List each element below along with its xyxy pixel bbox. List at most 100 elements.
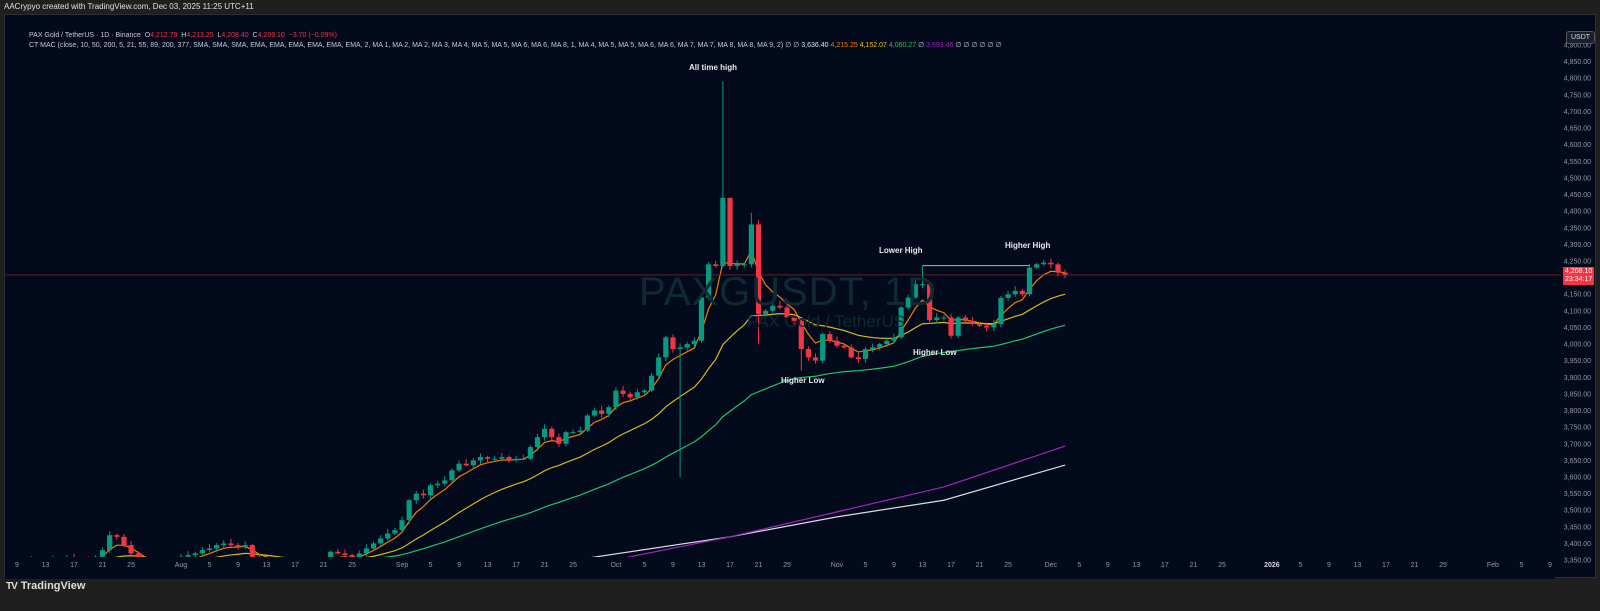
watermark-name: PAX Gold / TetherUS	[747, 312, 906, 331]
price-chart[interactable]: 3,350.00 3,400.00 3,450.00 3,500.00 3,550.00…	[5, 15, 1597, 579]
candle-down	[420, 493, 427, 496]
time-tick-label: 21	[320, 562, 328, 569]
candle-down	[506, 457, 512, 461]
annotation-higher-high: Higher High	[1005, 241, 1051, 250]
price-tick-label: 4,650.00	[1564, 126, 1591, 133]
low-label: L	[217, 32, 222, 39]
time-tick-label: 5	[208, 562, 212, 569]
time-tick-label: 13	[1133, 562, 1141, 569]
time-tick-label: Oct	[610, 562, 621, 569]
price-tick-label: 3,850.00	[1564, 391, 1591, 398]
candle-down	[827, 334, 833, 341]
price-tick-label: 3,900.00	[1564, 375, 1591, 382]
annotation-higher-low-1: Higher Low	[781, 376, 825, 385]
time-tick-label: 17	[291, 562, 299, 569]
price-tick-label: 4,250.00	[1564, 258, 1591, 265]
candle-down	[727, 197, 733, 266]
candle-up	[613, 390, 619, 408]
watermark-symbol: PAXGUSDT, 1D	[639, 270, 937, 314]
time-tick-label: 21	[976, 562, 984, 569]
ma-white-value: 3,636.40	[801, 42, 829, 49]
candle-up	[456, 463, 462, 471]
candle-up	[634, 392, 640, 398]
empty-values: ∅ ∅ ∅ ∅ ∅ ∅	[955, 42, 1002, 49]
price-tick-label: 4,750.00	[1564, 92, 1591, 99]
currency-button[interactable]: USDT	[1566, 31, 1596, 44]
candle-up	[884, 340, 890, 345]
chart-panel[interactable]: 3,350.00 3,400.00 3,450.00 3,500.00 3,550.00…	[4, 14, 1597, 579]
time-tick-label: 25	[348, 562, 356, 569]
time-tick-label: 21	[1190, 562, 1198, 569]
candle-down	[805, 349, 812, 358]
candle-down	[948, 317, 954, 336]
symbol-legend[interactable]: PAX Gold / TetherUS · 1D · Binance O4,21…	[29, 32, 337, 39]
candle-up	[870, 347, 876, 350]
candle-down	[235, 545, 241, 547]
price-tick-label: 3,400.00	[1564, 541, 1591, 548]
candle-up	[427, 485, 434, 496]
candle-up	[1033, 264, 1040, 268]
time-tick-label: 21	[755, 562, 763, 569]
ma-green-value: 4,060.27	[888, 42, 917, 49]
brand-name: TradingView	[20, 580, 86, 592]
candle-up	[363, 548, 369, 554]
time-tick-label: 13	[698, 562, 706, 569]
candle-down	[627, 393, 633, 398]
time-tick-label: 21	[541, 562, 549, 569]
empty-values: ∅	[918, 42, 925, 49]
time-tick-label: Sep	[396, 562, 409, 569]
candle-up	[99, 550, 106, 557]
candle-up	[934, 317, 940, 321]
candle-up	[563, 432, 569, 444]
candle-down	[114, 535, 120, 537]
time-tick-label: Feb	[1487, 562, 1499, 569]
time-axis-background	[5, 557, 1555, 579]
candle-down	[549, 428, 555, 438]
candle-up	[763, 310, 769, 315]
time-tick-label: 9	[236, 562, 240, 569]
candle-up	[691, 340, 697, 345]
candle-up	[107, 535, 113, 551]
time-tick-label: 17	[512, 562, 520, 569]
candle-up	[820, 334, 826, 361]
time-tick-label: 9	[1548, 562, 1552, 569]
candle-up	[898, 307, 904, 338]
time-tick-label: 5	[429, 562, 433, 569]
indicator-params: CT MAC (close, 10, 50, 200, 5, 21, 55, 8…	[29, 42, 784, 49]
candle-up	[192, 553, 198, 556]
candle-down	[228, 543, 234, 546]
candle-down	[812, 357, 819, 361]
indicator-legend[interactable]: CT MAC (close, 10, 50, 200, 5, 21, 55, 8…	[29, 41, 1002, 49]
candle-down	[463, 463, 469, 466]
price-tick-label: 3,750.00	[1564, 425, 1591, 432]
time-tick-label: 5	[1077, 562, 1081, 569]
last-price: 4,208.10	[1565, 268, 1593, 275]
candle-up	[442, 480, 448, 484]
candle-up	[770, 305, 776, 311]
price-tick-label: 3,650.00	[1564, 458, 1591, 465]
time-tick-label: 21	[99, 562, 107, 569]
candle-down	[784, 307, 790, 318]
candle-down	[484, 457, 491, 459]
time-tick-label: Aug	[175, 562, 188, 569]
candle-up	[577, 430, 583, 433]
price-tick-label: 4,500.00	[1564, 175, 1591, 182]
candle-up	[1005, 294, 1011, 298]
time-tick-label: 13	[1354, 562, 1362, 569]
candle-up	[677, 347, 683, 350]
price-tick-label: 4,050.00	[1564, 325, 1591, 332]
tradingview-logo[interactable]: TV TradingView	[6, 580, 85, 592]
time-tick-label: 25	[1218, 562, 1226, 569]
time-tick-label: 2026	[1264, 562, 1280, 569]
time-tick-label: 9	[1106, 562, 1110, 569]
candle-up	[542, 428, 548, 438]
candle-up	[591, 410, 598, 416]
time-tick-label: 13	[42, 562, 50, 569]
candle-up	[741, 264, 747, 266]
candle-down	[1048, 262, 1054, 265]
candle-up	[919, 284, 926, 286]
price-tick-label: 4,400.00	[1564, 209, 1591, 216]
empty-values: ∅ ∅	[785, 42, 800, 49]
candle-up	[905, 297, 911, 308]
candle-up	[1012, 290, 1018, 295]
